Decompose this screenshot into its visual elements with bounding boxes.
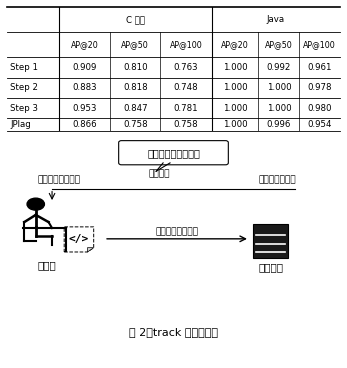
Text: JPlag: JPlag <box>10 120 31 129</box>
Text: Java: Java <box>267 15 285 24</box>
Text: Step 1: Step 1 <box>10 63 38 72</box>
Text: 0.953: 0.953 <box>72 104 97 113</box>
Text: 0.818: 0.818 <box>123 83 147 92</box>
Text: AP@100: AP@100 <box>170 40 202 49</box>
Text: テストケース通過数: テストケース通過数 <box>147 148 200 158</box>
Text: 0.866: 0.866 <box>72 120 97 129</box>
FancyBboxPatch shape <box>119 141 228 165</box>
Text: 0.810: 0.810 <box>123 63 147 72</box>
Text: 0.909: 0.909 <box>72 63 96 72</box>
Text: AP@50: AP@50 <box>265 40 293 49</box>
Text: ソースコード編集: ソースコード編集 <box>37 176 81 185</box>
Text: 0.978: 0.978 <box>307 83 332 92</box>
Text: 1.000: 1.000 <box>266 83 291 92</box>
Text: サーバー: サーバー <box>258 262 283 273</box>
Polygon shape <box>64 227 94 252</box>
Text: 1.000: 1.000 <box>223 120 247 129</box>
Text: 受験者: 受験者 <box>37 260 56 270</box>
Text: 0.961: 0.961 <box>307 63 332 72</box>
Text: 点数表示: 点数表示 <box>149 170 170 179</box>
Text: 0.847: 0.847 <box>123 104 147 113</box>
Polygon shape <box>87 248 94 252</box>
Text: 0.758: 0.758 <box>123 120 147 129</box>
Text: 0.763: 0.763 <box>174 63 198 72</box>
Text: Step 2: Step 2 <box>10 83 38 92</box>
Text: 1.000: 1.000 <box>266 104 291 113</box>
Text: 0.883: 0.883 <box>72 83 97 92</box>
Text: 1.000: 1.000 <box>223 63 247 72</box>
Text: 0.992: 0.992 <box>267 63 291 72</box>
Text: AP@50: AP@50 <box>121 40 149 49</box>
Text: 0.980: 0.980 <box>307 104 332 113</box>
Text: C 言語: C 言語 <box>126 15 145 24</box>
Text: 0.954: 0.954 <box>307 120 332 129</box>
Circle shape <box>27 198 44 210</box>
FancyBboxPatch shape <box>253 224 288 258</box>
Text: 1.000: 1.000 <box>223 83 247 92</box>
Text: ソースコード提出: ソースコード提出 <box>155 227 198 236</box>
Text: AP@100: AP@100 <box>303 40 336 49</box>
Text: AP@20: AP@20 <box>70 40 98 49</box>
Text: 0.758: 0.758 <box>174 120 198 129</box>
Text: </>: </> <box>69 234 89 244</box>
Text: 0.781: 0.781 <box>174 104 198 113</box>
Text: Step 3: Step 3 <box>10 104 38 113</box>
Text: 1.000: 1.000 <box>223 104 247 113</box>
Text: 図 2　track の試験環境: 図 2 track の試験環境 <box>129 327 218 337</box>
Text: 0.996: 0.996 <box>267 120 291 129</box>
Polygon shape <box>156 163 170 171</box>
Text: 単体テスト実行: 単体テスト実行 <box>259 176 296 185</box>
Text: 0.748: 0.748 <box>174 83 198 92</box>
Text: AP@20: AP@20 <box>221 40 249 49</box>
